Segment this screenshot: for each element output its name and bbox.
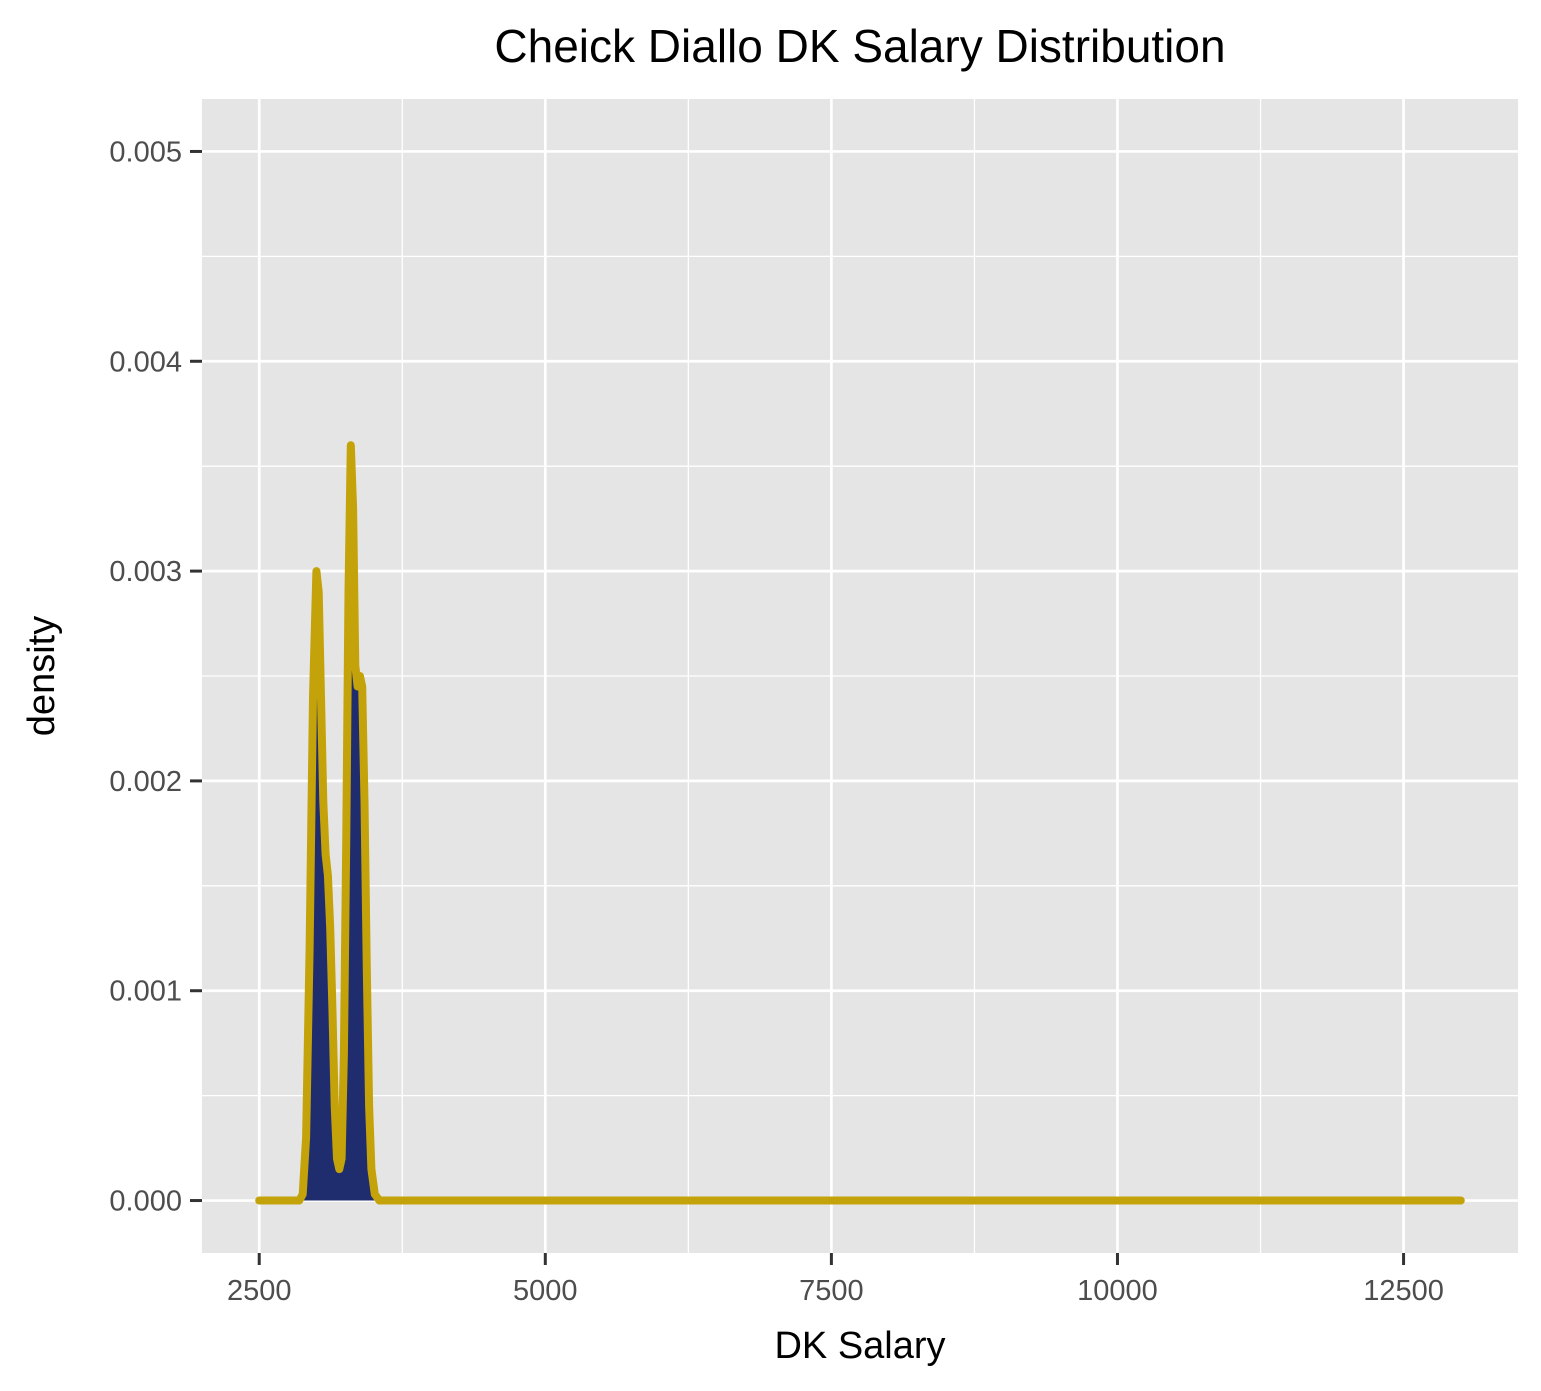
y-axis-title: density [21,616,63,736]
minor-grid [202,99,1518,1253]
y-tick-label: 0.005 [109,136,182,168]
x-tick-label: 5000 [513,1275,578,1307]
y-tick-label: 0.001 [109,976,182,1008]
x-axis: 2500 5000 7500 10000 12500 [227,1253,1444,1307]
y-tick-label: 0.000 [109,1186,182,1218]
y-tick-label: 0.002 [109,766,182,798]
x-axis-title: DK Salary [774,1325,945,1367]
y-tick-label: 0.003 [109,556,182,588]
chart-title: Cheick Diallo DK Salary Distribution [494,20,1225,72]
x-tick-label: 7500 [799,1275,864,1307]
x-tick-label: 2500 [227,1275,292,1307]
x-tick-label: 12500 [1363,1275,1444,1307]
x-tick-label: 10000 [1077,1275,1158,1307]
y-tick-label: 0.004 [109,346,182,378]
y-axis: 0.000 0.001 0.002 0.003 0.004 0.005 [109,136,202,1218]
density-line [255,441,1465,1205]
